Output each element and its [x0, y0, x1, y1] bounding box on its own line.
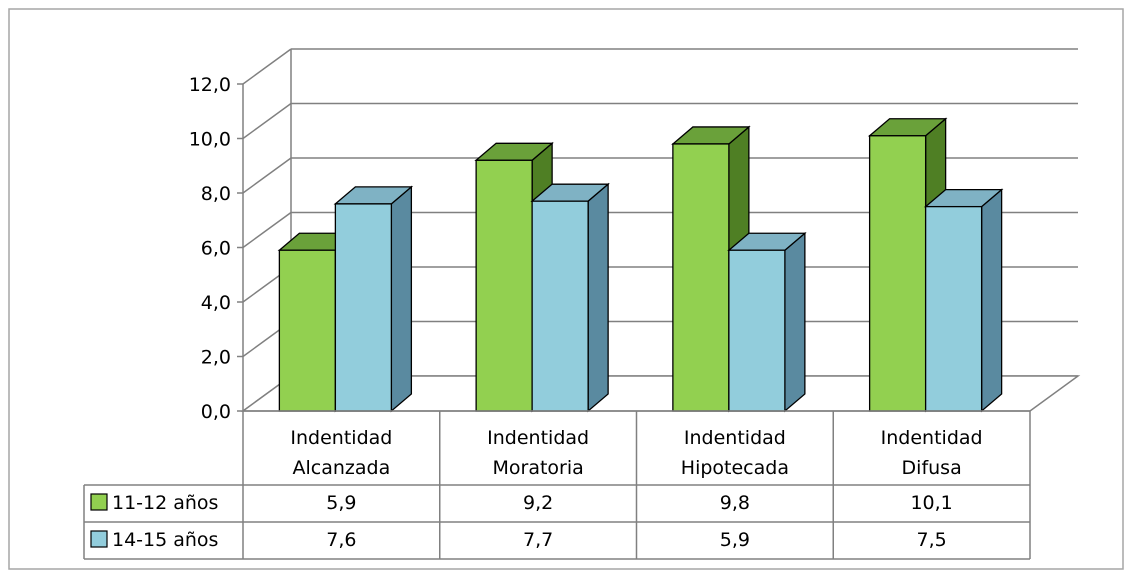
- data-value: 7,5: [917, 529, 947, 551]
- legend-key-2: [90, 530, 108, 548]
- data-value: 9,8: [720, 492, 750, 514]
- category-label: Indentidad: [290, 427, 392, 449]
- data-value: 7,6: [326, 529, 356, 551]
- data-value: 5,9: [720, 529, 750, 551]
- bar-side: [980, 188, 1003, 413]
- y-tick-label: 10,0: [189, 129, 231, 151]
- category-label: Alcanzada: [293, 457, 391, 479]
- bar-front: [868, 135, 927, 412]
- bar-front: [531, 200, 589, 412]
- bar-2-3: [727, 231, 807, 413]
- category-label: Difusa: [902, 457, 962, 479]
- legend-label-1: 11-12 años: [112, 492, 218, 514]
- legend-key-1: [90, 493, 108, 511]
- grid-side-line: [242, 102, 292, 140]
- y-tick-label: 6,0: [201, 238, 231, 260]
- category-label: Indentidad: [881, 427, 983, 449]
- bar-front: [278, 249, 337, 412]
- bar-front: [728, 249, 786, 412]
- y-tick-label: 8,0: [201, 183, 231, 205]
- bar-side: [390, 185, 413, 413]
- bar-front: [924, 205, 983, 412]
- data-value: 7,7: [523, 529, 553, 551]
- y-tick-label: 0,0: [201, 401, 231, 423]
- bar-side: [587, 182, 609, 413]
- bar-front: [334, 203, 393, 412]
- bar-front: [475, 159, 533, 412]
- y-tick-label: 12,0: [189, 74, 231, 96]
- category-label: Moratoria: [492, 457, 583, 479]
- grid-side-line: [242, 157, 292, 194]
- grid-side-line: [242, 211, 292, 249]
- bar-front: [672, 143, 730, 412]
- y-tick-label: 2,0: [201, 347, 231, 369]
- grid-side-line: [242, 48, 292, 85]
- bar-2-4: [923, 188, 1004, 413]
- category-label: Hipotecada: [681, 457, 789, 479]
- data-value: 10,1: [910, 492, 952, 514]
- data-value: 9,2: [523, 492, 553, 514]
- bar-side: [784, 231, 806, 413]
- y-tick-label: 4,0: [201, 292, 231, 314]
- category-label: Indentidad: [684, 427, 786, 449]
- bar-2-2: [530, 182, 610, 413]
- category-label: Indentidad: [487, 427, 589, 449]
- data-value: 5,9: [326, 492, 356, 514]
- bar-2-1: [333, 185, 414, 413]
- legend-label-2: 14-15 años: [112, 529, 218, 551]
